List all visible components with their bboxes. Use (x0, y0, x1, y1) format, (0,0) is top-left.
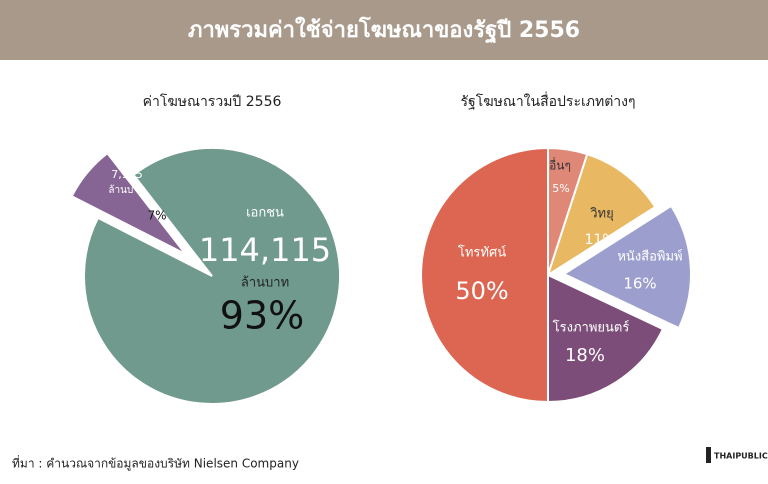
header-title: ภาพรวมค่าใช้จ่ายโฆษณาของรัฐปี 2556 (188, 16, 580, 44)
pie-slice (420, 146, 549, 404)
logo: THAIPUBLICA (714, 452, 768, 461)
chart-title: รัฐโฆษณาในสื่อประเภทต่างๆ (460, 92, 635, 110)
header-band (0, 0, 768, 60)
pie-slice (70, 151, 187, 256)
pie-slice (547, 273, 665, 404)
slice-label: เอกชน (246, 206, 284, 221)
amount-label: 7,985 (111, 168, 143, 181)
source-note: ที่มา : คำนวณจากข้อมูลของบริษัท Nielsen … (12, 455, 299, 472)
value-label: 50% (455, 277, 508, 305)
logo-icon (706, 447, 711, 463)
value-label: 16% (623, 275, 656, 293)
value-label: 5% (552, 182, 569, 195)
amount-label: 114,115 (199, 231, 331, 269)
value-label: 18% (565, 345, 605, 366)
pie-slice (546, 152, 657, 278)
value-label: 7% (147, 209, 166, 223)
pie-slice (83, 147, 341, 405)
value-label: 11% (584, 232, 615, 248)
pie-slice (561, 204, 692, 330)
amount-unit: ล้านบาท (108, 184, 145, 196)
chart-title: ค่าโฆษณารวมปี 2556 (143, 93, 282, 110)
value-label: 93% (220, 294, 304, 338)
amount-unit: ล้านบาท (241, 276, 289, 291)
slice-label: วิทยุ (590, 207, 614, 222)
slice-label: รัฐ (120, 151, 133, 165)
slice-label: โทรทัศน์ (458, 245, 506, 261)
slice-label: หนังสือพิมพ์ (617, 249, 682, 265)
slice-label: โรงภาพยนตร์ (553, 320, 630, 336)
slice-label: อื่นๆ (549, 157, 571, 173)
